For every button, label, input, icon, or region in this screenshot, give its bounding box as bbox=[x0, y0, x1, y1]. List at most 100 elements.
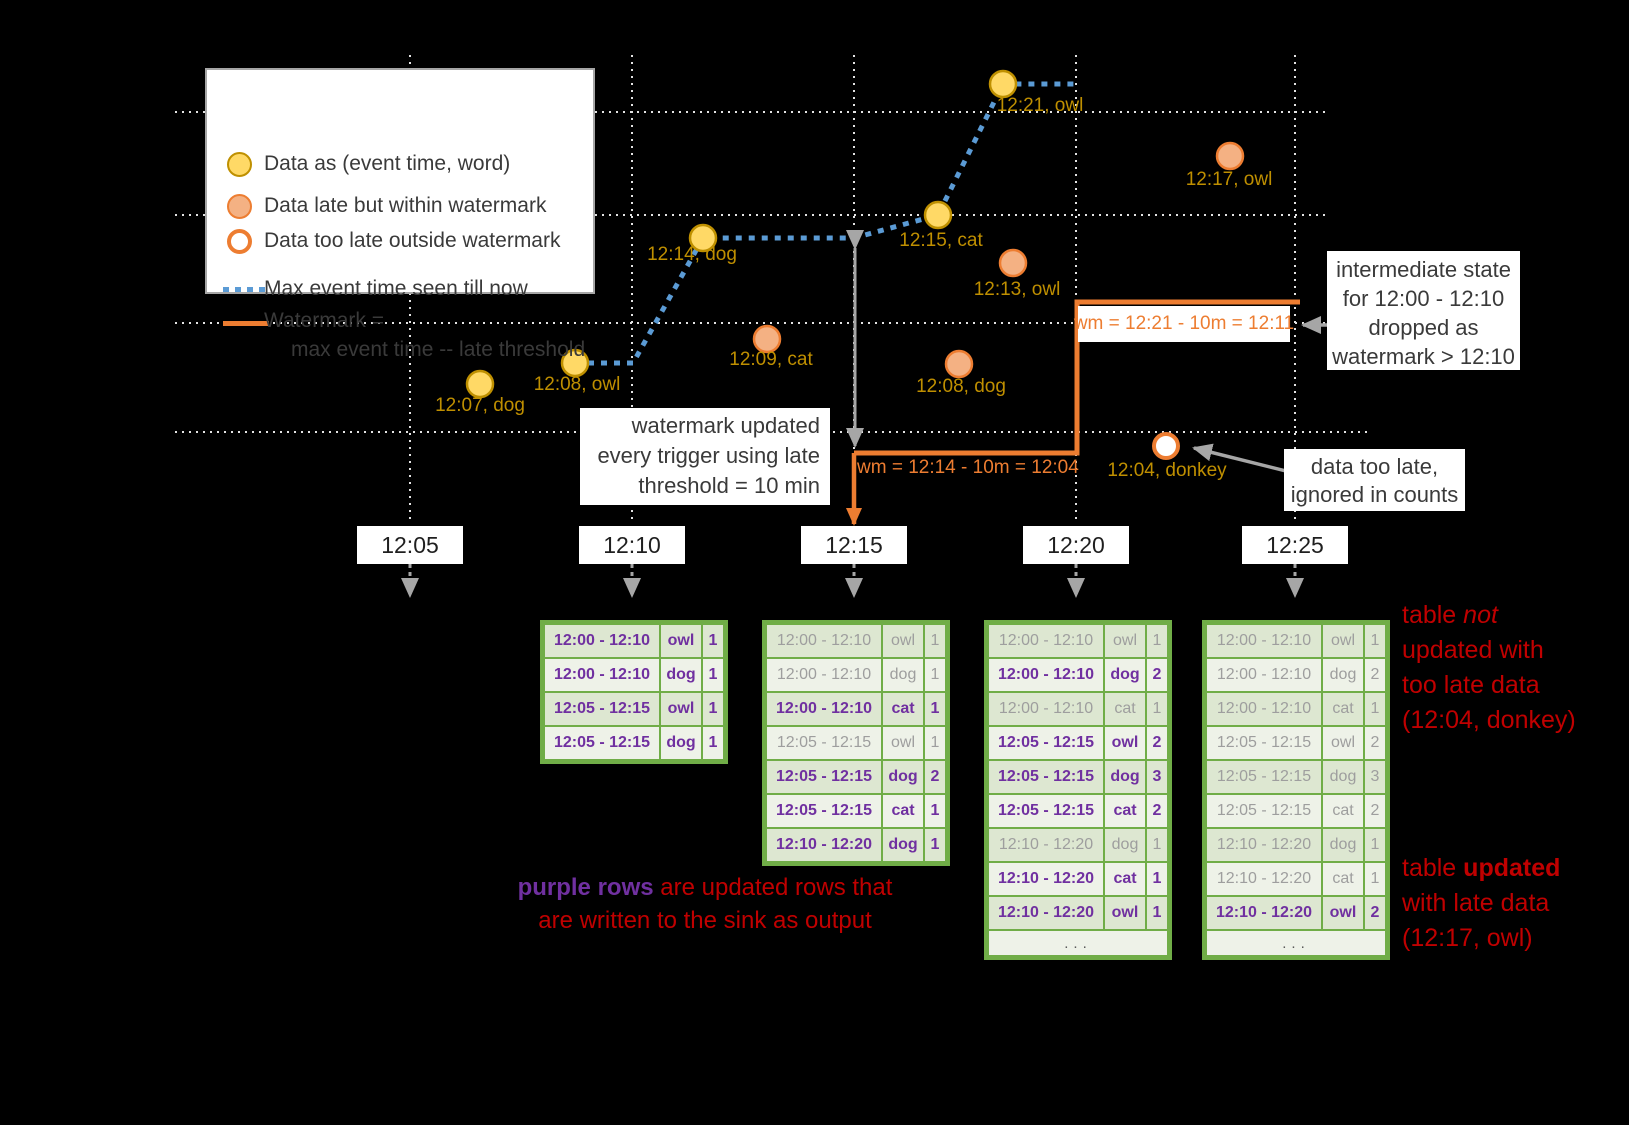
table-row: 12:10 - 12:20 dog 1 bbox=[989, 829, 1167, 861]
window-cell: 12:10 - 12:20 bbox=[1207, 863, 1321, 895]
window-cell: 12:00 - 12:10 bbox=[545, 625, 659, 657]
table-row: 12:05 - 12:15 owl 1 bbox=[545, 693, 723, 725]
table-row: 12:10 - 12:20 dog 1 bbox=[1207, 829, 1385, 861]
table-row: 12:05 - 12:15 owl 1 bbox=[767, 727, 945, 759]
window-cell: 12:05 - 12:15 bbox=[989, 727, 1103, 759]
window-cell: 12:05 - 12:15 bbox=[989, 761, 1103, 793]
point-label: 12:04, donkey bbox=[1107, 460, 1227, 481]
note-line: watermark > 12:10 bbox=[1332, 344, 1515, 369]
count-cell: 1 bbox=[925, 829, 945, 861]
watermark-label-1: wm = 12:14 - 10m = 12:04 bbox=[857, 457, 1079, 478]
tick-12-15: 12:15 bbox=[801, 526, 907, 564]
point-label: 12:13, owl bbox=[973, 279, 1061, 300]
count-cell: 1 bbox=[1365, 625, 1385, 657]
window-cell: 12:10 - 12:20 bbox=[767, 829, 881, 861]
point-label: 12:09, cat bbox=[729, 349, 813, 370]
not-updated-note: table not updated with too late data (12… bbox=[1402, 598, 1576, 738]
note-line: data too late, bbox=[1310, 454, 1439, 479]
point-label: 12:21, owl bbox=[996, 95, 1084, 116]
window-cell: 12:00 - 12:10 bbox=[1207, 659, 1321, 691]
table-row: 12:10 - 12:20 cat 1 bbox=[1207, 863, 1385, 895]
table-row: 12:00 - 12:10 cat 1 bbox=[1207, 693, 1385, 725]
count-cell: 1 bbox=[703, 659, 723, 691]
note-line: for 12:00 - 12:10 bbox=[1342, 286, 1505, 311]
table-row: 12:05 - 12:15 cat 2 bbox=[1207, 795, 1385, 827]
watermark-label-2: wm = 12:21 - 10m = 12:11 bbox=[1074, 306, 1294, 342]
point-12-17-owl bbox=[1215, 141, 1245, 171]
table-row: 12:05 - 12:15 dog 1 bbox=[545, 727, 723, 759]
word-cell: dog bbox=[1105, 829, 1145, 861]
count-cell: 2 bbox=[1365, 659, 1385, 691]
note-text: are updated rows that bbox=[653, 874, 893, 901]
table-row: 12:00 - 12:10 dog 1 bbox=[767, 659, 945, 691]
too-late-note: data too late, ignored in counts bbox=[1284, 449, 1465, 511]
point-12-15-cat bbox=[923, 200, 953, 230]
window-cell: 12:05 - 12:15 bbox=[1207, 795, 1321, 827]
table-row: 12:00 - 12:10 dog 2 bbox=[1207, 659, 1385, 691]
count-cell: 2 bbox=[1147, 659, 1167, 691]
table-row: 12:10 - 12:20 cat 1 bbox=[989, 863, 1167, 895]
updated-note: table updated with late data (12:17, owl… bbox=[1402, 851, 1560, 956]
window-cell: 12:00 - 12:10 bbox=[989, 693, 1103, 725]
max-event-time-line bbox=[575, 81, 1076, 366]
note-text: table bbox=[1402, 601, 1464, 629]
count-cell: 3 bbox=[1365, 761, 1385, 793]
point-label: 12:07, dog bbox=[435, 395, 525, 416]
window-cell: 12:10 - 12:20 bbox=[989, 897, 1103, 929]
count-cell: 1 bbox=[1365, 863, 1385, 895]
word-cell: cat bbox=[883, 693, 923, 725]
table-row: 12:00 - 12:10 owl 1 bbox=[545, 625, 723, 657]
count-cell: 1 bbox=[1147, 693, 1167, 725]
legend-item: Data as (event time, word) bbox=[207, 152, 593, 180]
note-text-bold: updated bbox=[1463, 854, 1561, 882]
table-row: 12:10 - 12:20 owl 2 bbox=[1207, 897, 1385, 929]
count-cell: 1 bbox=[1365, 693, 1385, 725]
window-cell: 12:05 - 12:15 bbox=[1207, 761, 1321, 793]
table-row: 12:10 - 12:20 dog 1 bbox=[767, 829, 945, 861]
point-12-13-owl bbox=[998, 248, 1028, 278]
table-row: 12:00 - 12:10 cat 1 bbox=[767, 693, 945, 725]
point-12-08-dog bbox=[944, 349, 974, 379]
point-12-07-dog bbox=[465, 369, 495, 399]
table-row: 12:05 - 12:15 cat 2 bbox=[989, 795, 1167, 827]
legend-item: Watermark = bbox=[207, 309, 593, 337]
window-cell: 12:00 - 12:10 bbox=[989, 659, 1103, 691]
too-late-point-icon bbox=[227, 229, 252, 254]
window-cell: 12:05 - 12:15 bbox=[545, 727, 659, 759]
count-cell: 1 bbox=[1365, 829, 1385, 861]
note-line: too late data bbox=[1402, 671, 1540, 699]
window-cell: 12:00 - 12:10 bbox=[989, 625, 1103, 657]
table-row-more: ... bbox=[989, 931, 1167, 955]
tick-12-10: 12:10 bbox=[579, 526, 685, 564]
count-cell: 1 bbox=[925, 727, 945, 759]
note-line: purple rows are updated rows that bbox=[455, 871, 955, 904]
count-cell: 1 bbox=[925, 795, 945, 827]
count-cell: 2 bbox=[1365, 897, 1385, 929]
word-cell: dog bbox=[883, 761, 923, 793]
word-cell: dog bbox=[1323, 761, 1363, 793]
table-row: 12:05 - 12:15 dog 3 bbox=[1207, 761, 1385, 793]
point-label: 12:17, owl bbox=[1185, 169, 1273, 190]
word-cell: owl bbox=[1105, 625, 1145, 657]
result-table-12-25: 12:00 - 12:10 owl 1 12:00 - 12:10 dog 2 … bbox=[1202, 620, 1390, 960]
window-cell: 12:00 - 12:10 bbox=[1207, 693, 1321, 725]
word-cell: dog bbox=[661, 659, 701, 691]
window-cell: 12:00 - 12:10 bbox=[1207, 625, 1321, 657]
table-row: 12:10 - 12:20 owl 1 bbox=[989, 897, 1167, 929]
word-cell: cat bbox=[1105, 795, 1145, 827]
table-row: 12:05 - 12:15 owl 2 bbox=[989, 727, 1167, 759]
more-rows-cell: ... bbox=[989, 931, 1167, 955]
count-cell: 1 bbox=[1147, 829, 1167, 861]
point-12-04-donkey bbox=[1152, 432, 1180, 460]
window-cell: 12:05 - 12:15 bbox=[545, 693, 659, 725]
legend-item: Max event time seen till now bbox=[207, 277, 593, 305]
window-cell: 12:00 - 12:10 bbox=[767, 659, 881, 691]
count-cell: 2 bbox=[925, 761, 945, 793]
table-row: 12:05 - 12:15 dog 3 bbox=[989, 761, 1167, 793]
word-cell: dog bbox=[1323, 829, 1363, 861]
window-cell: 12:10 - 12:20 bbox=[989, 863, 1103, 895]
note-line: dropped as bbox=[1368, 315, 1479, 340]
window-cell: 12:05 - 12:15 bbox=[989, 795, 1103, 827]
